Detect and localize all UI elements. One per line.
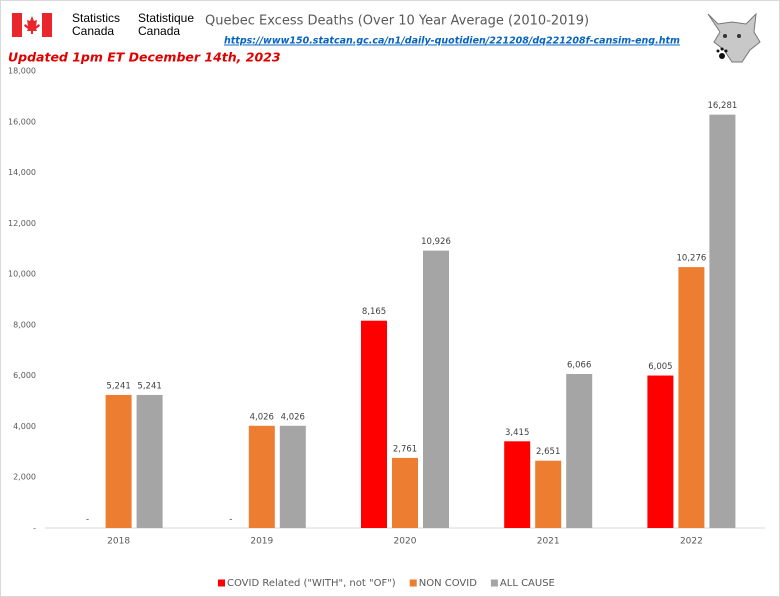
- value-label: 8,165: [362, 307, 386, 317]
- value-label: 10,926: [421, 237, 451, 247]
- value-label: -: [229, 515, 232, 525]
- value-label: 5,241: [106, 381, 130, 391]
- x-tick-label: 2019: [250, 537, 273, 547]
- legend-label: NON COVID: [419, 578, 477, 589]
- bar: [392, 457, 418, 528]
- bar: [105, 394, 132, 528]
- y-tick-label: 6,000: [13, 371, 36, 380]
- value-label: 6,005: [648, 362, 672, 372]
- bar: [136, 394, 163, 528]
- y-tick-label: 18,000: [8, 67, 36, 76]
- y-tick-label: 14,000: [8, 168, 36, 177]
- agency-fr: Canada: [138, 24, 180, 38]
- y-tick-label: 16,000: [8, 117, 36, 126]
- legend-swatch: [490, 579, 498, 587]
- bar: [504, 441, 531, 528]
- bar: [423, 250, 449, 528]
- chart-title: Quebec Excess Deaths (Over 10 Year Avera…: [205, 14, 589, 29]
- value-label: 2,651: [536, 447, 560, 457]
- bar: [361, 320, 387, 528]
- x-tick-label: 2022: [680, 537, 703, 547]
- y-tick-label: 12,000: [8, 219, 36, 228]
- y-tick-label: 8,000: [13, 320, 36, 329]
- value-label: 4,026: [250, 412, 274, 422]
- bar: [709, 114, 736, 529]
- agency-en: Canada: [72, 24, 114, 38]
- bar: [678, 267, 705, 528]
- legend-swatch: [409, 579, 417, 587]
- wolf-logo: [707, 12, 761, 63]
- bar: [279, 425, 306, 528]
- x-tick-label: 2018: [107, 537, 130, 547]
- x-tick-label: 2020: [394, 537, 417, 547]
- legend-swatch: [218, 579, 225, 587]
- bar: [566, 373, 593, 528]
- source-link[interactable]: https://www150.statcan.gc.ca/n1/daily-qu…: [224, 36, 680, 47]
- canada-flag: [12, 13, 52, 37]
- x-tick-label: 2021: [537, 537, 560, 547]
- value-label: 6,066: [567, 360, 591, 370]
- bar: [535, 460, 562, 528]
- y-tick-label: -: [33, 524, 36, 533]
- legend-label: ALL CAUSE: [500, 578, 555, 589]
- value-label: 3,415: [505, 428, 529, 438]
- updated-note: Updated 1pm ET December 14th, 2023: [8, 50, 281, 65]
- value-label: 10,276: [677, 254, 707, 264]
- agency-fr: Statistique: [138, 11, 194, 25]
- agency-en: Statistics: [72, 11, 120, 25]
- value-label: -: [86, 515, 89, 525]
- value-label: 16,281: [708, 101, 738, 111]
- bar: [248, 425, 275, 528]
- value-label: 2,761: [393, 444, 417, 454]
- y-tick-label: 10,000: [8, 270, 36, 279]
- value-label: 4,026: [281, 412, 305, 422]
- bar: [647, 375, 674, 528]
- y-tick-label: 2,000: [13, 473, 36, 482]
- value-label: 5,241: [137, 381, 161, 391]
- y-tick-label: 4,000: [13, 422, 36, 431]
- legend-label: COVID Related ("WITH", not "OF"): [227, 578, 396, 589]
